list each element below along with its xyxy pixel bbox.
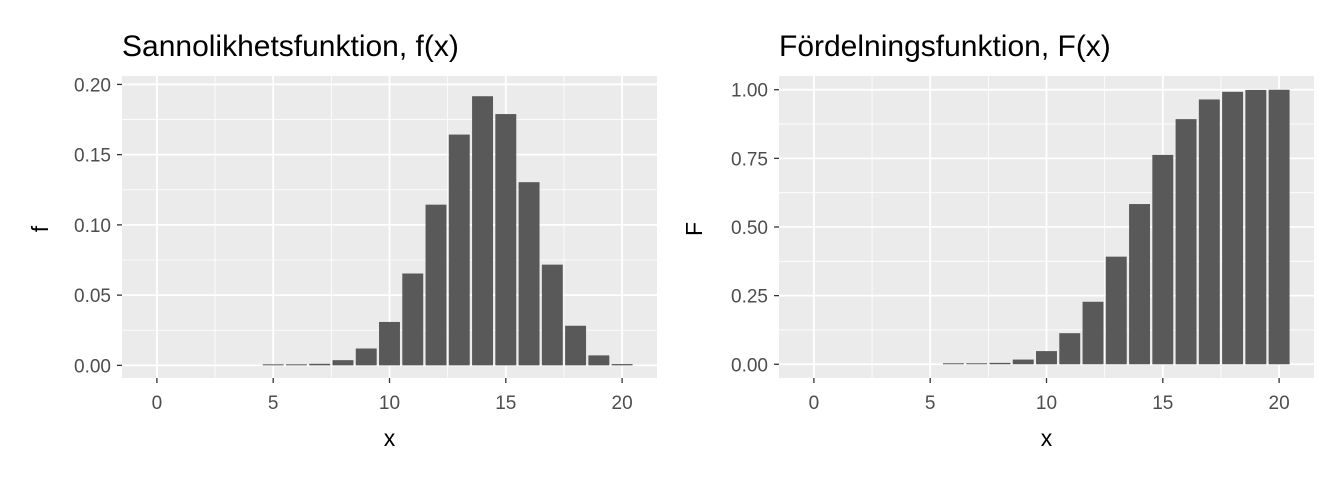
y-tick-label: 0.75 <box>731 149 768 170</box>
bar <box>285 364 307 366</box>
chart-probability-function: 0 5 10 15 20 0.00 0.05 0.10 0.15 0.20 Sannolikhets… <box>27 30 657 451</box>
bar <box>1129 204 1151 365</box>
bar <box>1222 91 1244 365</box>
bar <box>942 363 964 365</box>
x-tick-label: 0 <box>809 393 820 414</box>
x-axis-title: x <box>1041 425 1053 451</box>
y-tick-label: 0.00 <box>731 355 768 376</box>
chart-title: Fördelningsfunktion, F(x) <box>779 30 1111 63</box>
bar <box>588 355 610 366</box>
x-tick-label: 20 <box>612 393 633 414</box>
bar <box>332 360 354 366</box>
x-tick-label: 10 <box>1036 393 1057 414</box>
bar <box>1082 301 1104 365</box>
x-tick-label: 15 <box>495 393 516 414</box>
y-tick-label: 0.10 <box>74 216 111 237</box>
bar <box>966 363 988 365</box>
chart-title: Sannolikhetsfunktion, f(x) <box>122 30 459 63</box>
bar <box>1036 351 1057 365</box>
bar <box>425 204 447 366</box>
bar <box>472 96 494 366</box>
bar <box>565 325 587 366</box>
x-tick-label: 10 <box>379 393 400 414</box>
x-tick-label: 5 <box>925 393 936 414</box>
chart-distribution-function: 0 5 10 15 20 0.00 0.25 0.50 0.75 1.00 Fördelningsf… <box>681 30 1314 451</box>
y-tick-label: 0.25 <box>731 287 768 308</box>
y-tick-label: 1.00 <box>731 81 768 102</box>
bar <box>448 134 470 366</box>
x-tick-label: 0 <box>152 393 163 414</box>
bar <box>309 363 331 366</box>
bar <box>989 362 1011 365</box>
bar <box>1059 333 1081 365</box>
x-tick-label: 5 <box>268 393 279 414</box>
bar <box>355 348 377 366</box>
bar <box>1198 99 1220 365</box>
x-tick-label: 15 <box>1152 393 1173 414</box>
y-tick-label: 0.15 <box>74 146 111 167</box>
y-axis-title: f <box>27 225 53 232</box>
y-axis-title: F <box>681 222 707 236</box>
bar <box>402 273 424 366</box>
bar <box>262 364 284 366</box>
bar <box>1175 119 1197 365</box>
bar <box>518 182 540 366</box>
y-tick-label: 0.20 <box>74 75 111 96</box>
bar <box>541 264 563 366</box>
y-tick-label: 0.05 <box>74 286 111 307</box>
bar <box>1012 359 1034 365</box>
bar <box>611 364 633 366</box>
bar <box>495 114 517 366</box>
x-axis-title: x <box>384 425 396 451</box>
bar <box>1268 89 1290 365</box>
y-tick-label: 0.00 <box>74 356 111 377</box>
bar <box>1245 89 1267 365</box>
bar <box>379 321 400 366</box>
bar <box>1105 256 1127 365</box>
y-tick-label: 0.50 <box>731 218 768 239</box>
bar <box>1152 154 1174 365</box>
x-tick-label: 20 <box>1269 393 1290 414</box>
